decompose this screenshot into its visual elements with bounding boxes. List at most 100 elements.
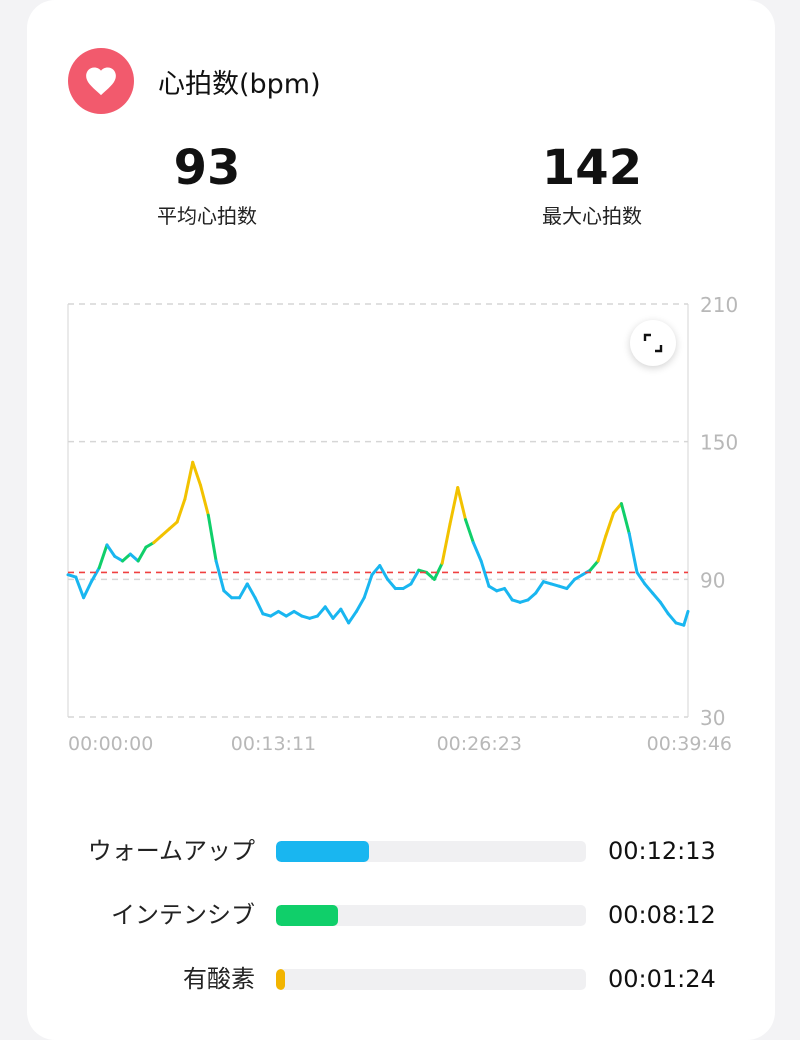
heart-rate-segment bbox=[74, 575, 86, 600]
heart-rate-segment bbox=[627, 531, 639, 574]
heart-rate-segment bbox=[378, 564, 390, 581]
zone-bar-fill bbox=[276, 841, 369, 862]
heart-rate-segment bbox=[97, 543, 109, 570]
max-heart-rate: 142 最大心拍数 bbox=[472, 140, 712, 229]
heart-badge bbox=[68, 48, 134, 114]
heart-rate-segment bbox=[175, 497, 187, 524]
heart-rate-segment bbox=[612, 502, 623, 515]
heart-rate-segment bbox=[167, 520, 179, 531]
heart-rate-segment bbox=[401, 582, 413, 591]
zone-bar-track bbox=[276, 969, 586, 990]
heart-rate-segment bbox=[284, 609, 296, 618]
heart-rate-segment bbox=[409, 568, 421, 586]
average-heart-rate: 93 平均心拍数 bbox=[87, 140, 327, 229]
expand-icon bbox=[643, 333, 663, 353]
zone-bar-track bbox=[276, 905, 586, 926]
heart-rate-segment bbox=[682, 609, 690, 627]
heart-rate-segment bbox=[651, 591, 662, 604]
heart-rate-segment bbox=[362, 573, 374, 600]
heart-rate-segment bbox=[658, 600, 670, 616]
heart-rate-segment bbox=[183, 460, 195, 501]
zone-time: 00:08:12 bbox=[608, 901, 716, 929]
heart-rate-segment bbox=[331, 607, 343, 620]
heart-rate-segment bbox=[199, 483, 210, 517]
heart-rate-segment bbox=[471, 541, 483, 563]
heart-rate-segment bbox=[425, 570, 436, 581]
heart-rate-segment bbox=[354, 596, 366, 613]
heart-rate-segment bbox=[214, 559, 226, 593]
heart-rate-segment bbox=[666, 612, 678, 625]
heart-rate-segment bbox=[222, 589, 234, 600]
heart-rate-segment bbox=[237, 582, 249, 600]
heart-rate-segment bbox=[253, 596, 265, 616]
heart-icon bbox=[86, 67, 116, 96]
x-tick-label: 00:00:00 bbox=[68, 733, 153, 755]
zone-time: 00:12:13 bbox=[608, 837, 716, 865]
zone-bar-fill bbox=[276, 905, 338, 926]
y-tick-label: 30 bbox=[700, 706, 725, 730]
y-tick-label: 210 bbox=[700, 293, 738, 317]
heart-rate-segment bbox=[370, 564, 382, 577]
heart-rate-segment bbox=[526, 591, 538, 602]
x-tick-label: 00:26:23 bbox=[437, 733, 522, 755]
heart-rate-segment bbox=[386, 577, 397, 591]
heart-rate-segment bbox=[573, 573, 584, 581]
heart-rate-segment bbox=[643, 582, 655, 595]
heart-rate-segment bbox=[534, 580, 545, 595]
x-tick-label: 00:13:11 bbox=[231, 733, 316, 755]
heart-rate-segment bbox=[105, 543, 117, 558]
heart-rate-segment bbox=[292, 609, 304, 618]
zone-time: 00:01:24 bbox=[608, 965, 716, 993]
heart-rate-segment bbox=[588, 559, 600, 572]
heart-rate-segment bbox=[448, 486, 460, 526]
heart-rate-segment bbox=[113, 554, 125, 563]
expand-chart-button[interactable] bbox=[630, 320, 676, 366]
y-tick-label: 90 bbox=[700, 568, 725, 592]
average-label: 平均心拍数 bbox=[157, 204, 257, 228]
heart-rate-segment bbox=[315, 605, 327, 618]
heart-rate-segment bbox=[619, 502, 631, 535]
heart-rate-segment bbox=[245, 582, 257, 600]
x-tick-label: 00:39:46 bbox=[647, 733, 732, 755]
zone-bar-track bbox=[276, 841, 586, 862]
heart-rate-segment bbox=[160, 527, 171, 538]
heart-rate-segment bbox=[479, 559, 491, 588]
zone-label: インテンシブ bbox=[111, 901, 255, 929]
heart-rate-segment bbox=[432, 561, 444, 581]
zone-row-warmup: ウォームアップ 00:12:13 bbox=[0, 831, 800, 871]
max-value: 142 bbox=[541, 140, 643, 196]
heart-rate-segment bbox=[487, 584, 499, 593]
heart-rate-segment bbox=[152, 534, 164, 545]
heart-rate-segment bbox=[89, 566, 101, 584]
heart-rate-segment bbox=[635, 570, 647, 586]
heart-rate-card bbox=[27, 0, 775, 1040]
heart-rate-segment bbox=[121, 552, 132, 563]
heart-rate-segment bbox=[269, 609, 280, 618]
heart-rate-chart: 210 150 90 30 00:00:00 00:13:11 00:26:23 00:39:… bbox=[66, 293, 738, 755]
heart-rate-segment bbox=[191, 460, 203, 487]
heart-rate-segment bbox=[136, 545, 148, 563]
heart-rate-segment bbox=[347, 609, 358, 625]
heart-rate-segment bbox=[128, 552, 140, 563]
heart-rate-segment bbox=[503, 587, 514, 602]
heart-rate-segment bbox=[82, 580, 93, 600]
zone-label: ウォームアップ bbox=[87, 837, 255, 865]
heart-rate-segment bbox=[144, 541, 156, 549]
heart-rate-segment bbox=[565, 577, 577, 591]
zone-bar-fill bbox=[276, 969, 286, 990]
y-tick-label: 150 bbox=[700, 431, 738, 455]
heart-rate-segment bbox=[440, 522, 452, 565]
zone-row-aerobic: 有酸素 00:01:24 bbox=[0, 959, 800, 999]
heart-rate-segment bbox=[276, 609, 288, 618]
zone-label: 有酸素 bbox=[183, 965, 255, 993]
heart-rate-segment bbox=[596, 534, 608, 563]
card-header: 心拍数(bpm) bbox=[68, 48, 321, 114]
max-label: 最大心拍数 bbox=[542, 204, 642, 228]
heart-rate-segment bbox=[604, 511, 616, 538]
heart-rate-segment bbox=[323, 605, 335, 620]
heart-rate-segment bbox=[339, 607, 351, 625]
zone-row-intensive: インテンシブ 00:08:12 bbox=[0, 895, 800, 935]
heart-rate-segment bbox=[456, 486, 468, 522]
heart-rate-segment bbox=[464, 518, 475, 545]
card-title: 心拍数(bpm) bbox=[158, 68, 321, 100]
